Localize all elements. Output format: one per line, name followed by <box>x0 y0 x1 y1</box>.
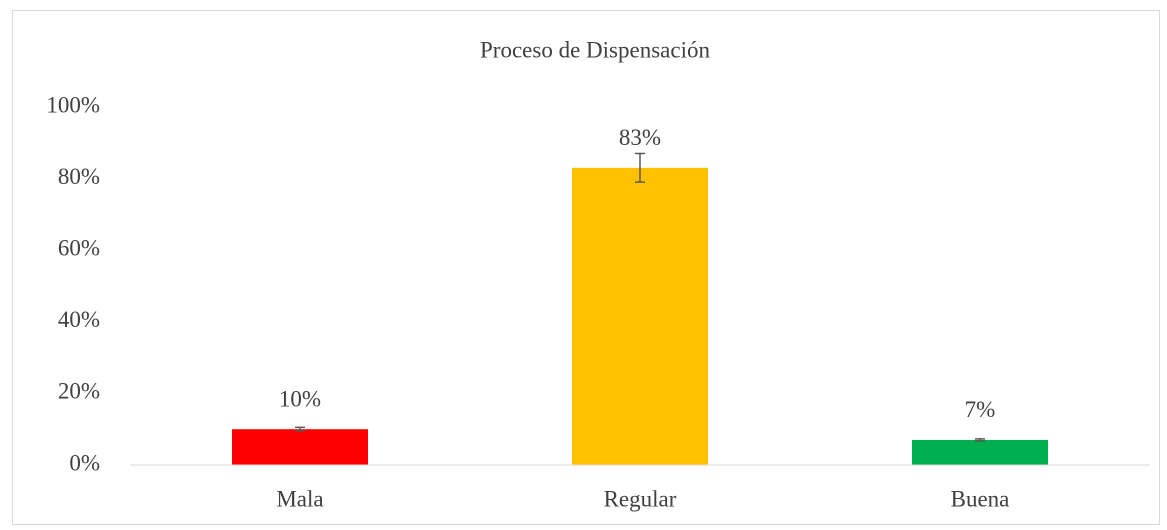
data-label: 83% <box>619 125 661 150</box>
error-bar <box>295 426 305 432</box>
y-tick-label: 100% <box>46 92 100 117</box>
y-tick-label: 60% <box>58 235 100 260</box>
y-tick-label: 0% <box>69 450 100 475</box>
x-tick-label: Buena <box>951 486 1010 511</box>
bar <box>232 429 368 465</box>
bar <box>912 439 1048 465</box>
bar <box>572 167 708 466</box>
y-tick-label: 20% <box>58 379 100 404</box>
x-tick-label: Regular <box>604 486 677 511</box>
data-label: 10% <box>279 386 321 411</box>
error-bar <box>975 438 985 442</box>
chart-title: Proceso de Dispensación <box>480 37 710 62</box>
error-bar <box>635 152 645 183</box>
y-tick-label: 80% <box>58 164 100 189</box>
y-tick-label: 40% <box>58 307 100 332</box>
x-tick-label: Mala <box>276 486 323 511</box>
data-label: 7% <box>965 397 996 422</box>
